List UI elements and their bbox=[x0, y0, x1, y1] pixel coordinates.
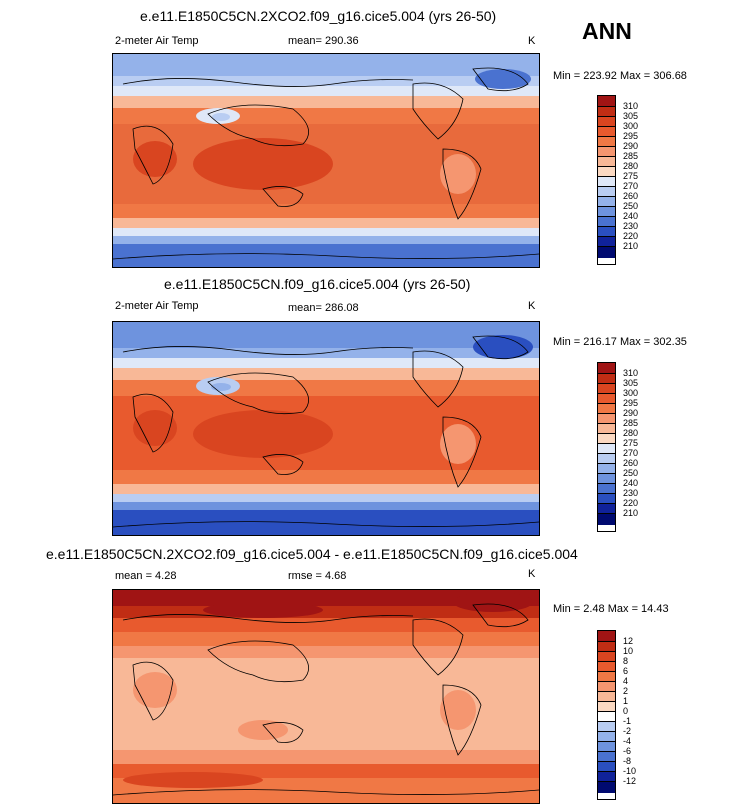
units-label: K bbox=[528, 35, 536, 47]
colorbar bbox=[597, 630, 616, 800]
colorbar-tick: 305 bbox=[623, 111, 639, 121]
colorbar-tick: 280 bbox=[623, 428, 639, 438]
colorbar-tick: 260 bbox=[623, 191, 639, 201]
season-label: ANN bbox=[582, 18, 632, 44]
colorbar-tick: 285 bbox=[623, 418, 639, 428]
minmax-label: Min = 2.48 Max = 14.43 bbox=[553, 603, 669, 615]
panel-title: e.e11.E1850C5CN.2XCO2.f09_g16.cice5.004 … bbox=[46, 546, 578, 562]
variable-label: 2-meter Air Temp bbox=[115, 300, 199, 312]
variable-label: 2-meter Air Temp bbox=[115, 35, 199, 47]
units-label: K bbox=[528, 300, 536, 312]
colorbar-tick: 12 bbox=[623, 636, 634, 646]
colorbar-tick: 4 bbox=[623, 676, 629, 686]
colorbar-tick: 250 bbox=[623, 468, 639, 478]
colorbar-tick: 300 bbox=[623, 121, 639, 131]
colorbar bbox=[597, 95, 616, 265]
mean-label: mean = 4.28 bbox=[115, 570, 177, 582]
colorbar-tick: 300 bbox=[623, 388, 639, 398]
colorbar-tick: -10 bbox=[623, 766, 637, 776]
colorbar-tick: 280 bbox=[623, 161, 639, 171]
colorbar-tick: 305 bbox=[623, 378, 639, 388]
colorbar-tick: 295 bbox=[623, 398, 639, 408]
colorbar-tick: 0 bbox=[623, 706, 629, 716]
colorbar-tick: -6 bbox=[623, 746, 632, 756]
colorbar-tick: -2 bbox=[623, 726, 632, 736]
colorbar-tick: -12 bbox=[623, 776, 637, 786]
rmse-label: rmse = 4.68 bbox=[288, 570, 347, 582]
colorbar-tick: 275 bbox=[623, 171, 639, 181]
colorbar-tick: 310 bbox=[623, 368, 639, 378]
colorbar-tick: 295 bbox=[623, 131, 639, 141]
colorbar-tick: 260 bbox=[623, 458, 639, 468]
colorbar-tick: -4 bbox=[623, 736, 632, 746]
colorbar bbox=[597, 362, 616, 532]
colorbar-tick: 6 bbox=[623, 666, 629, 676]
colorbar-tick: 210 bbox=[623, 241, 639, 251]
colorbar-tick: 290 bbox=[623, 141, 639, 151]
panel-title: e.e11.E1850C5CN.f09_g16.cice5.004 (yrs 2… bbox=[164, 276, 471, 292]
map-field bbox=[113, 322, 539, 535]
colorbar-tick: 270 bbox=[623, 448, 639, 458]
colorbar-tick: 230 bbox=[623, 221, 639, 231]
colorbar-tick: 270 bbox=[623, 181, 639, 191]
colorbar-tick: -8 bbox=[623, 756, 632, 766]
map-field bbox=[113, 54, 539, 267]
colorbar-tick: 275 bbox=[623, 438, 639, 448]
colorbar-tick: 240 bbox=[623, 478, 639, 488]
colorbar-tick: 310 bbox=[623, 101, 639, 111]
warm-map bbox=[112, 53, 540, 268]
colorbar-tick: 8 bbox=[623, 656, 629, 666]
colorbar-tick: 230 bbox=[623, 488, 639, 498]
control-map bbox=[112, 321, 540, 536]
colorbar-tick: 220 bbox=[623, 498, 639, 508]
colorbar-tick: 240 bbox=[623, 211, 639, 221]
difference-map bbox=[112, 589, 540, 804]
colorbar-tick: -1 bbox=[623, 716, 632, 726]
mean-label: mean= 286.08 bbox=[288, 302, 359, 314]
colorbar-tick: 1 bbox=[623, 696, 629, 706]
colorbar-tick: 10 bbox=[623, 646, 634, 656]
colorbar-tick: 250 bbox=[623, 201, 639, 211]
units-label: K bbox=[528, 568, 536, 580]
colorbar-tick: 220 bbox=[623, 231, 639, 241]
map-field bbox=[113, 590, 539, 803]
colorbar-tick: 290 bbox=[623, 408, 639, 418]
minmax-label: Min = 223.92 Max = 306.68 bbox=[553, 70, 687, 82]
minmax-label: Min = 216.17 Max = 302.35 bbox=[553, 336, 687, 348]
mean-label: mean= 290.36 bbox=[288, 35, 359, 47]
colorbar-tick: 285 bbox=[623, 151, 639, 161]
colorbar-tick: 210 bbox=[623, 508, 639, 518]
colorbar-tick: 2 bbox=[623, 686, 629, 696]
panel-title: e.e11.E1850C5CN.2XCO2.f09_g16.cice5.004 … bbox=[140, 8, 497, 24]
